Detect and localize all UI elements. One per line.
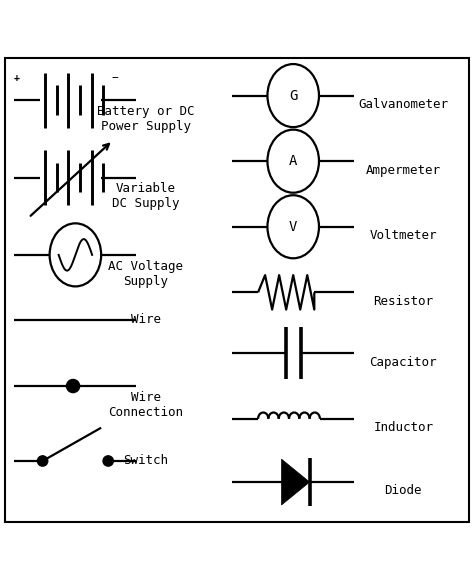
Text: Diode: Diode <box>384 484 422 498</box>
Text: A: A <box>289 154 297 168</box>
Text: −: − <box>112 73 118 83</box>
Text: Capacitor: Capacitor <box>370 356 437 368</box>
Text: Switch: Switch <box>123 454 168 466</box>
Text: Galvanometer: Galvanometer <box>358 98 448 111</box>
Circle shape <box>37 456 48 466</box>
Text: Voltmeter: Voltmeter <box>370 229 437 242</box>
Text: V: V <box>289 220 297 234</box>
Text: Ampermeter: Ampermeter <box>366 164 441 176</box>
Text: Wire: Wire <box>131 313 161 326</box>
Polygon shape <box>282 459 310 505</box>
Text: G: G <box>289 89 297 103</box>
Text: Battery or DC
Power Supply: Battery or DC Power Supply <box>97 105 194 133</box>
Text: Inductor: Inductor <box>374 421 433 434</box>
Text: +: + <box>14 73 20 83</box>
Text: AC Voltage
Supply: AC Voltage Supply <box>108 260 183 288</box>
Circle shape <box>103 456 113 466</box>
Text: Resistor: Resistor <box>374 295 433 307</box>
Text: Wire
Connection: Wire Connection <box>108 391 183 419</box>
Text: Variable
DC Supply: Variable DC Supply <box>112 182 179 211</box>
Circle shape <box>66 379 80 393</box>
